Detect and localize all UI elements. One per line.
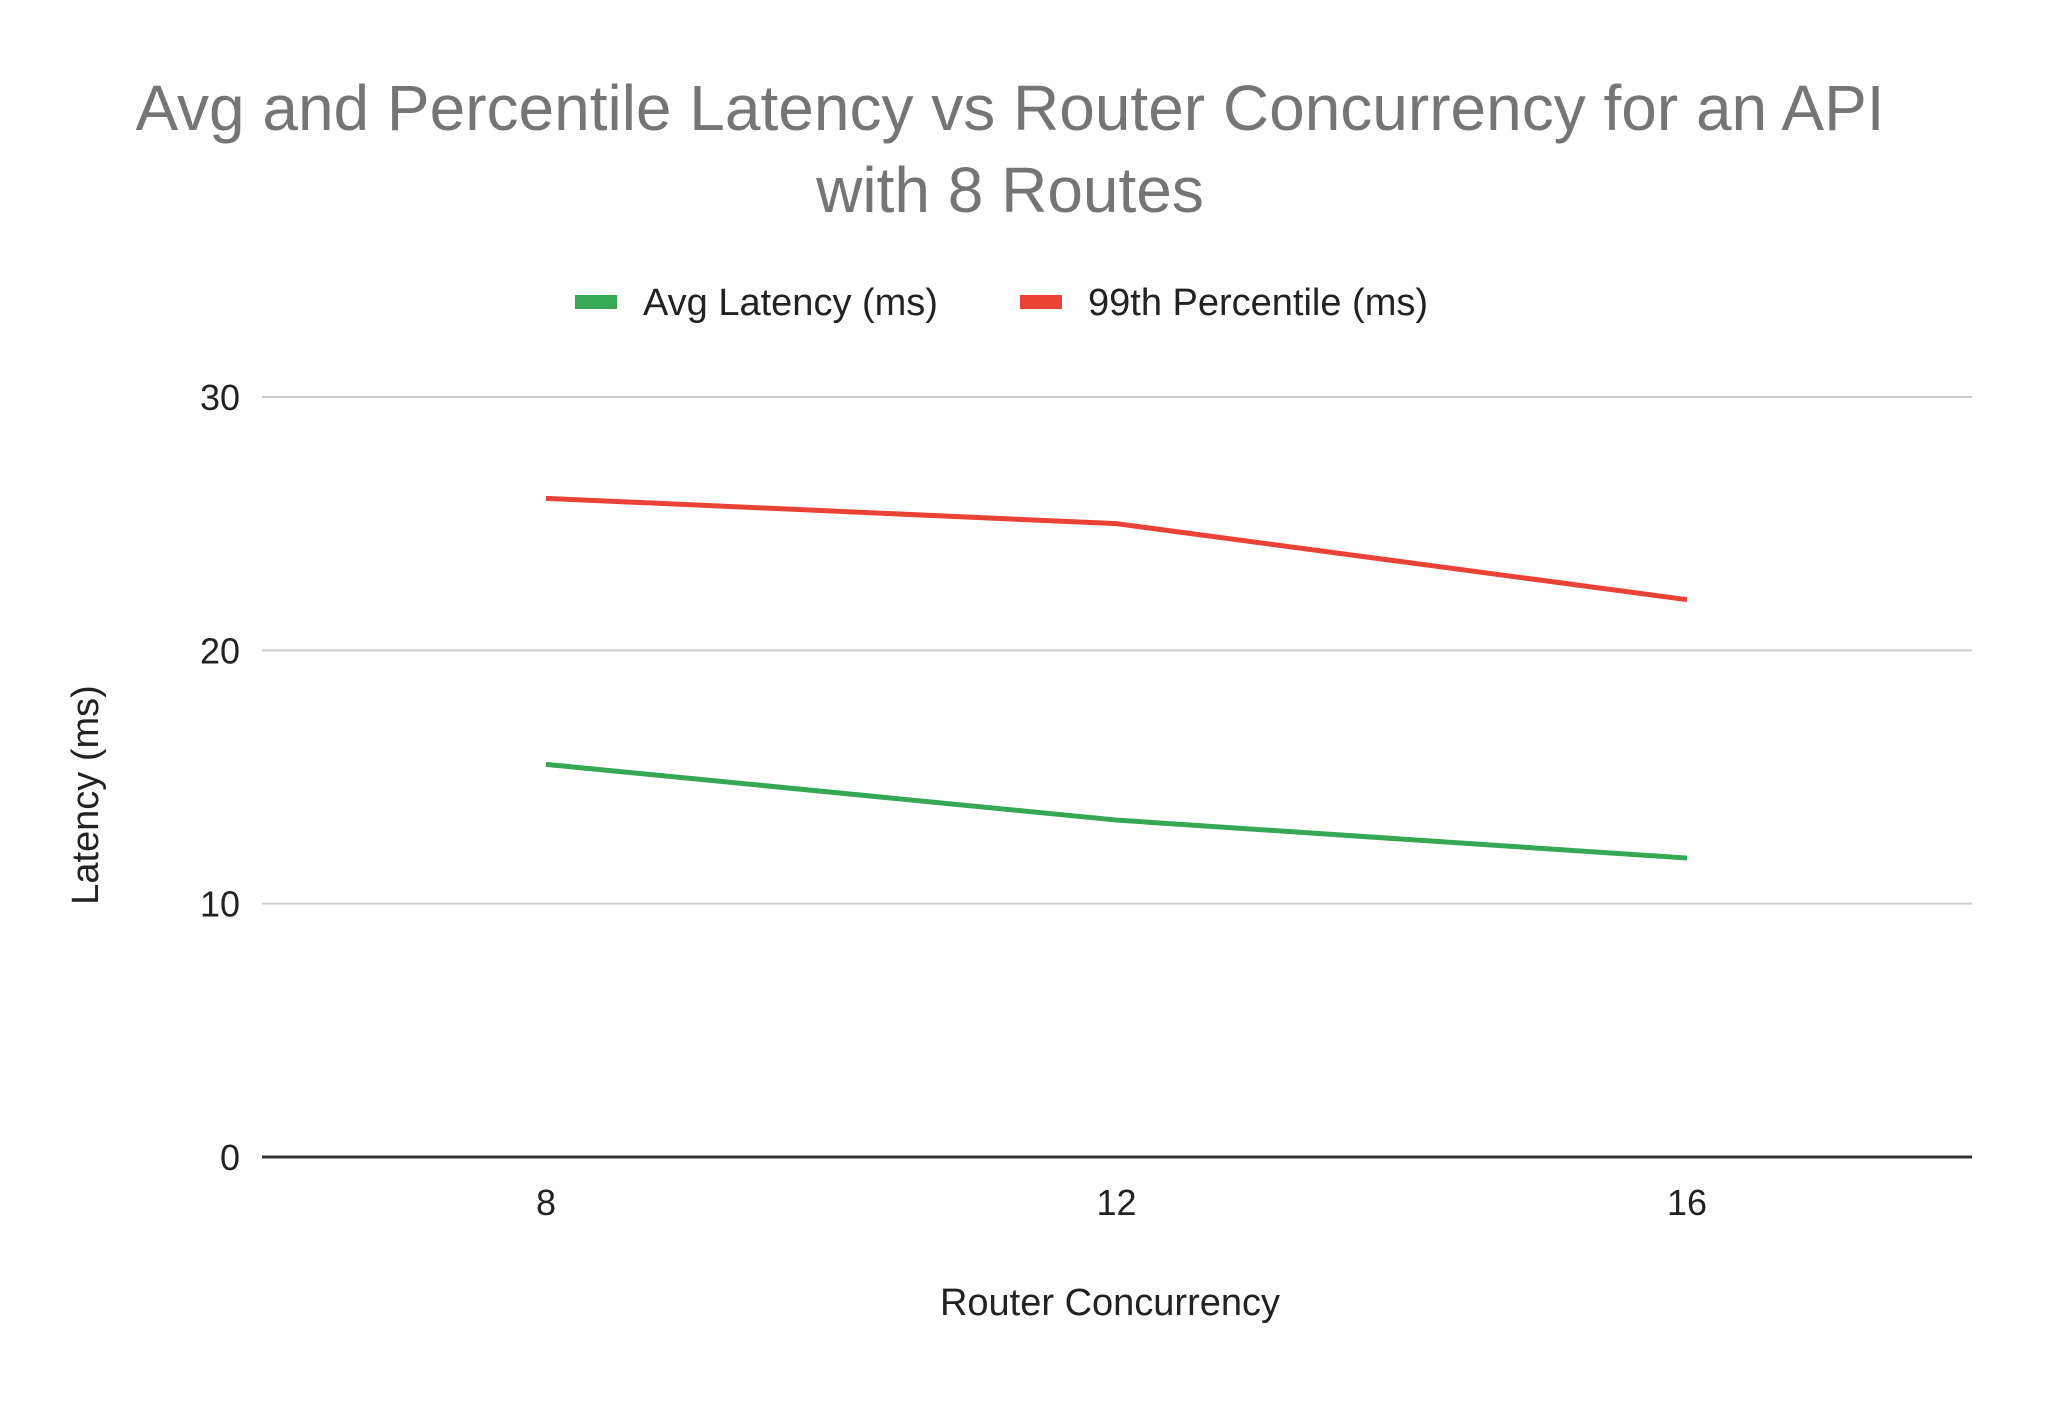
legend-swatch [575,295,617,309]
series-lines [545,495,1688,861]
y-tick-label: 20 [200,630,240,671]
y-axis-ticks: 0 10 20 30 [200,377,240,1178]
x-tick-label: 8 [536,1182,556,1223]
series-line [545,761,1688,861]
y-axis-title: Latency (ms) [65,685,107,905]
x-axis-title: Router Concurrency [940,1282,1280,1324]
chart-title-line-2: with 8 Routes [815,154,1204,226]
legend: Avg Latency (ms) 99th Percentile (ms) [575,282,1428,324]
chart-title-line-1: Avg and Percentile Latency vs Router Con… [135,72,1884,144]
legend-label: Avg Latency (ms) [643,282,938,324]
x-axis-ticks: 8 12 16 [536,1182,1707,1223]
y-tick-label: 10 [200,884,240,925]
series-line [545,495,1688,603]
x-tick-label: 16 [1667,1182,1707,1223]
legend-label: 99th Percentile (ms) [1088,282,1428,324]
legend-swatch [1020,295,1062,309]
x-tick-label: 12 [1096,1182,1136,1223]
y-tick-label: 0 [220,1137,240,1178]
y-tick-label: 30 [200,377,240,418]
gridlines [262,396,1972,1159]
